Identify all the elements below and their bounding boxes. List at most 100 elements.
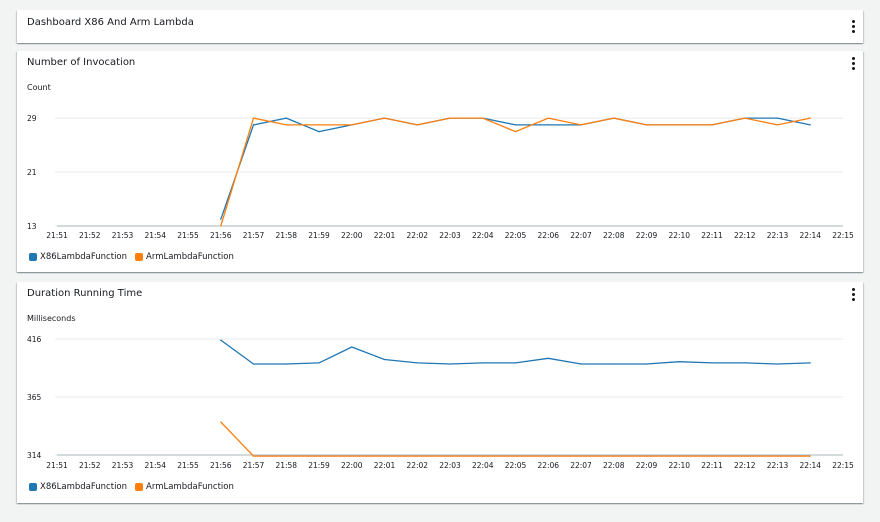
dashboard-header-panel: Dashboard X86 And Arm Lambda: [17, 10, 863, 43]
y-tick-label: 21: [27, 168, 37, 177]
data-point: [449, 117, 451, 119]
y-axis-label: Count: [27, 83, 51, 92]
x-tick-label: 22:10: [668, 231, 690, 240]
data-point: [580, 124, 582, 126]
x-tick-label: 22:09: [636, 231, 658, 240]
data-point: [383, 117, 386, 119]
y-tick-label: 314: [27, 451, 42, 460]
data-point: [416, 455, 418, 457]
chart-legend: X86LambdaFunction ArmLambdaFunction: [29, 482, 234, 492]
x-tick-label: 22:11: [701, 231, 723, 240]
x-tick-label: 22:09: [636, 461, 658, 470]
legend-label: X86LambdaFunction: [40, 252, 128, 262]
x-tick-label: 21:51: [46, 461, 68, 470]
data-point: [514, 362, 517, 364]
legend-item-x86[interactable]: X86LambdaFunction: [29, 252, 127, 262]
data-point: [318, 131, 320, 133]
x-tick-label: 21:51: [46, 231, 68, 240]
x-tick-label: 22:12: [734, 461, 756, 470]
x-tick-label: 22:11: [701, 461, 723, 470]
x-tick-label: 22:05: [505, 461, 527, 470]
data-point: [252, 363, 255, 365]
legend-swatch: [29, 483, 37, 491]
data-point: [514, 455, 517, 457]
data-point: [318, 124, 320, 126]
x-tick-label: 22:01: [374, 461, 396, 470]
data-point: [449, 363, 451, 365]
data-point: [252, 455, 255, 457]
legend-swatch: [135, 253, 144, 261]
legend-item-x86[interactable]: X86LambdaFunction: [29, 482, 127, 492]
data-point: [416, 124, 418, 126]
vertical-ellipsis-icon[interactable]: [850, 287, 856, 301]
x-tick-label: 22:14: [799, 461, 821, 470]
data-point: [482, 455, 484, 457]
data-point: [580, 455, 582, 457]
x-tick-label: 22:10: [668, 461, 690, 470]
x-tick-label: 21:54: [144, 461, 166, 470]
data-point: [482, 117, 484, 119]
widget-title: Number of Invocation: [27, 57, 136, 68]
x-tick-label: 21:55: [177, 461, 199, 470]
data-point: [613, 363, 615, 365]
data-point: [809, 124, 811, 126]
x-tick-label: 21:59: [308, 231, 330, 240]
data-point: [744, 455, 746, 457]
data-point: [318, 362, 320, 364]
x-tick-label: 22:15: [832, 231, 854, 240]
data-point: [678, 124, 680, 126]
data-point: [547, 357, 549, 359]
data-point: [547, 117, 549, 119]
legend-item-arm[interactable]: ArmLambdaFunction: [135, 252, 234, 262]
dashboard-title: Dashboard X86 And Arm Lambda: [27, 17, 194, 28]
series-line-x86[interactable]: [220, 117, 811, 220]
data-point: [613, 455, 615, 457]
data-point: [776, 363, 779, 365]
data-point: [351, 124, 353, 126]
data-point: [547, 455, 549, 457]
x-tick-label: 21:58: [275, 231, 297, 240]
x-tick-label: 22:13: [767, 231, 789, 240]
data-point: [383, 455, 386, 457]
x-tick-label: 22:15: [832, 461, 854, 470]
x-tick-label: 22:08: [603, 231, 625, 240]
data-point: [285, 363, 287, 365]
data-point: [416, 362, 418, 364]
data-point: [547, 124, 549, 126]
series-line-arm[interactable]: [220, 421, 811, 457]
data-point: [351, 346, 353, 348]
widget-duration: Duration Running Time Milliseconds 314 36…: [17, 282, 863, 503]
x-tick-label: 22:03: [439, 231, 461, 240]
data-point: [645, 124, 648, 126]
x-tick-label: 21:56: [210, 461, 232, 470]
x-tick-label: 21:59: [308, 461, 330, 470]
data-point: [220, 225, 222, 227]
x-tick-label: 22:03: [439, 461, 461, 470]
widget-invocations: Number of Invocation Count 13 21 29 21:51 21…: [17, 51, 863, 272]
series-line-x86[interactable]: [220, 339, 811, 365]
data-point: [645, 363, 648, 365]
vertical-ellipsis-icon[interactable]: [850, 56, 856, 70]
x-tick-label: 22:14: [799, 231, 821, 240]
data-point: [744, 117, 746, 119]
data-point: [220, 421, 222, 423]
x-tick-label: 21:58: [275, 461, 297, 470]
data-point: [711, 455, 713, 457]
data-point: [285, 124, 287, 126]
x-tick-label: 21:54: [144, 231, 166, 240]
x-tick-label: 21:53: [112, 461, 134, 470]
data-point: [678, 361, 680, 363]
x-tick-label: 21:52: [79, 231, 101, 240]
data-point: [776, 455, 779, 457]
vertical-ellipsis-icon[interactable]: [850, 19, 856, 33]
legend-item-arm[interactable]: ArmLambdaFunction: [135, 482, 234, 492]
y-tick-label: 365: [27, 393, 42, 402]
x-tick-label: 21:55: [177, 231, 199, 240]
x-tick-label: 22:04: [472, 461, 494, 470]
data-point: [744, 362, 746, 364]
x-tick-label: 22:13: [767, 461, 789, 470]
x-tick-label: 22:04: [472, 231, 494, 240]
x-tick-label: 22:06: [537, 461, 559, 470]
x-tick-label: 22:06: [537, 231, 559, 240]
x-tick-label: 21:57: [243, 231, 265, 240]
